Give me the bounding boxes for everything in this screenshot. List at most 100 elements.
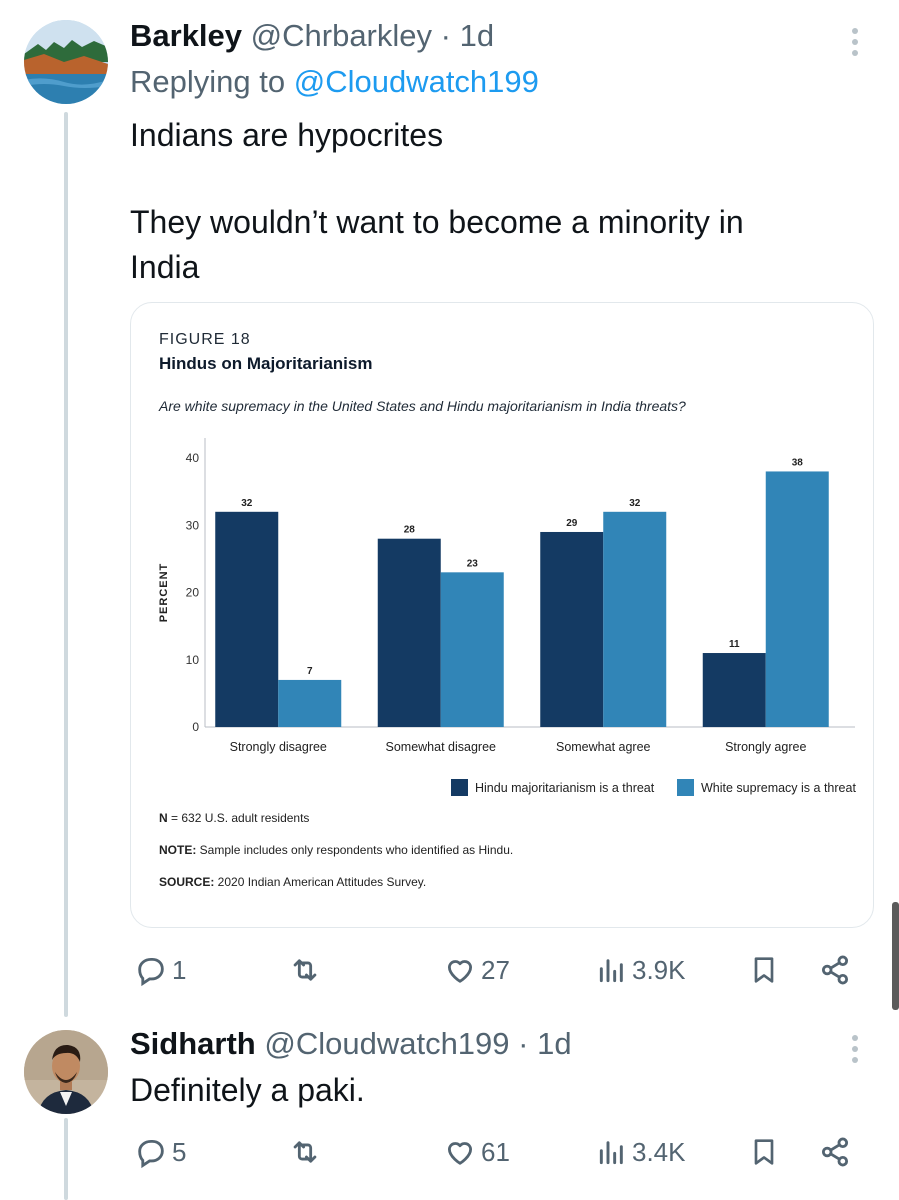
y-axis-label: PERCENT bbox=[158, 563, 170, 623]
note-line: NOTE: Sample includes only respondents w… bbox=[159, 843, 513, 857]
source-text: 2020 Indian American Attitudes Survey. bbox=[214, 875, 427, 889]
bar-value-label: 32 bbox=[629, 498, 641, 509]
tweet1-actions: 1 27 3.9K bbox=[130, 950, 860, 990]
like-count: 61 bbox=[481, 1136, 510, 1167]
x-tick-label: Somewhat agree bbox=[556, 740, 651, 754]
retweet-button[interactable] bbox=[286, 950, 328, 990]
views-chart-icon bbox=[599, 959, 623, 983]
views-chart-icon bbox=[599, 1141, 623, 1165]
heart-icon bbox=[447, 960, 473, 983]
bookmark-icon bbox=[754, 1139, 774, 1165]
retweet-icon bbox=[293, 959, 317, 981]
replying-to-link[interactable]: @Cloudwatch199 bbox=[293, 64, 539, 99]
figure-subtitle: Are white supremacy in the United States… bbox=[159, 398, 686, 414]
scrollbar[interactable] bbox=[892, 902, 899, 1010]
x-tick-label: Strongly agree bbox=[725, 740, 806, 754]
bar bbox=[603, 511, 667, 727]
tweet1-line1: Indians are hypocrites bbox=[130, 117, 444, 153]
source-line: SOURCE: 2020 Indian American Attitudes S… bbox=[159, 875, 426, 889]
bar bbox=[215, 511, 279, 727]
bar-value-label: 11 bbox=[729, 639, 740, 650]
y-tick-label: 40 bbox=[186, 451, 200, 465]
source-label: SOURCE: bbox=[159, 875, 215, 889]
like-button[interactable]: 61 bbox=[443, 1132, 510, 1172]
bar-value-label: 28 bbox=[404, 525, 416, 536]
bar bbox=[702, 653, 766, 727]
y-tick-label: 30 bbox=[186, 518, 200, 532]
tweet1-line2: They wouldn’t want to become a minority … bbox=[130, 204, 744, 240]
bar-value-label: 29 bbox=[566, 518, 578, 529]
n-text: = 632 U.S. adult residents bbox=[167, 811, 310, 825]
retweet-icon bbox=[293, 1141, 317, 1163]
bar bbox=[278, 679, 342, 727]
legend-swatch-white bbox=[677, 779, 694, 796]
reply-button[interactable]: 1 bbox=[134, 950, 186, 990]
x-tick-label: Strongly disagree bbox=[230, 740, 327, 754]
timestamp[interactable]: · 1d bbox=[440, 18, 495, 53]
tweet1-line3: India bbox=[130, 249, 200, 285]
tweet2-text: Definitely a paki. bbox=[130, 1072, 365, 1108]
thread-line-lower bbox=[64, 1118, 68, 1200]
views-button[interactable]: 3.4K bbox=[596, 1132, 686, 1172]
bar-chart: 0 10 20 30 40 PERCENT 32 7 Strongly disagree 28 23… bbox=[158, 438, 855, 754]
x-tick-label: Somewhat disagree bbox=[386, 740, 497, 754]
tweet1-header: Barkley @Chrbarkley · 1d bbox=[130, 18, 494, 54]
attached-image[interactable]: FIGURE 18 Hindus on Majoritarianism Are … bbox=[130, 302, 874, 928]
bar-value-label: 38 bbox=[792, 457, 804, 468]
share-icon bbox=[821, 1137, 849, 1167]
reply-button[interactable]: 5 bbox=[134, 1132, 186, 1172]
view-count: 3.4K bbox=[632, 1136, 686, 1167]
bar bbox=[440, 572, 504, 727]
like-button[interactable]: 27 bbox=[443, 950, 510, 990]
replying-to: Replying to @Cloudwatch199 bbox=[130, 64, 539, 100]
heart-icon bbox=[447, 1142, 473, 1165]
legend-item-hindu: Hindu majoritarianism is a threat bbox=[451, 779, 654, 796]
bar-value-label: 7 bbox=[307, 666, 313, 677]
bar-value-label: 32 bbox=[241, 498, 253, 509]
bar bbox=[377, 538, 441, 727]
share-icon bbox=[821, 955, 849, 985]
view-count: 3.9K bbox=[632, 954, 686, 985]
legend-label-white: White supremacy is a threat bbox=[701, 780, 856, 795]
timestamp[interactable]: · 1d bbox=[518, 1026, 572, 1061]
reply-icon bbox=[138, 1139, 164, 1169]
avatar[interactable] bbox=[24, 20, 108, 104]
person-avatar-image bbox=[24, 1030, 108, 1114]
user-handle[interactable]: @Chrbarkley bbox=[250, 18, 433, 53]
more-options-icon[interactable] bbox=[852, 28, 860, 61]
y-tick-label: 0 bbox=[192, 720, 199, 734]
bookmark-icon bbox=[754, 957, 774, 983]
share-button[interactable] bbox=[818, 1132, 852, 1172]
figure-title: Hindus on Majoritarianism bbox=[159, 354, 373, 373]
note-label: NOTE: bbox=[159, 843, 197, 857]
bar bbox=[765, 471, 829, 727]
bookmark-button[interactable] bbox=[748, 950, 780, 990]
note-text: Sample includes only respondents who ide… bbox=[196, 843, 514, 857]
reply-count: 5 bbox=[172, 1136, 187, 1167]
y-tick-label: 10 bbox=[186, 653, 200, 667]
views-button[interactable]: 3.9K bbox=[596, 950, 686, 990]
legend-label-hindu: Hindu majoritarianism is a threat bbox=[475, 780, 655, 795]
avatar[interactable] bbox=[24, 1030, 108, 1114]
retweet-button[interactable] bbox=[286, 1132, 328, 1172]
thread-line bbox=[64, 112, 68, 1017]
bar bbox=[540, 531, 604, 727]
legend-item-white: White supremacy is a threat bbox=[677, 779, 856, 796]
display-name[interactable]: Barkley bbox=[130, 18, 243, 53]
tweet2-header: Sidharth @Cloudwatch199 · 1d bbox=[130, 1026, 572, 1062]
more-options-icon[interactable] bbox=[852, 1035, 860, 1068]
legend-swatch-hindu bbox=[451, 779, 468, 796]
tweet2-actions: 5 61 3.4K bbox=[130, 1132, 860, 1172]
bookmark-button[interactable] bbox=[748, 1132, 780, 1172]
figure-label: FIGURE 18 bbox=[159, 331, 251, 348]
user-handle[interactable]: @Cloudwatch199 bbox=[264, 1026, 510, 1061]
landscape-avatar-image bbox=[24, 20, 108, 104]
display-name[interactable]: Sidharth bbox=[130, 1026, 256, 1061]
share-button[interactable] bbox=[818, 950, 852, 990]
like-count: 27 bbox=[481, 954, 510, 985]
n-label: N bbox=[159, 811, 168, 825]
reply-count: 1 bbox=[172, 954, 187, 985]
y-tick-label: 20 bbox=[186, 586, 200, 600]
replying-to-label: Replying to bbox=[130, 64, 286, 99]
bar-value-label: 23 bbox=[467, 558, 479, 569]
